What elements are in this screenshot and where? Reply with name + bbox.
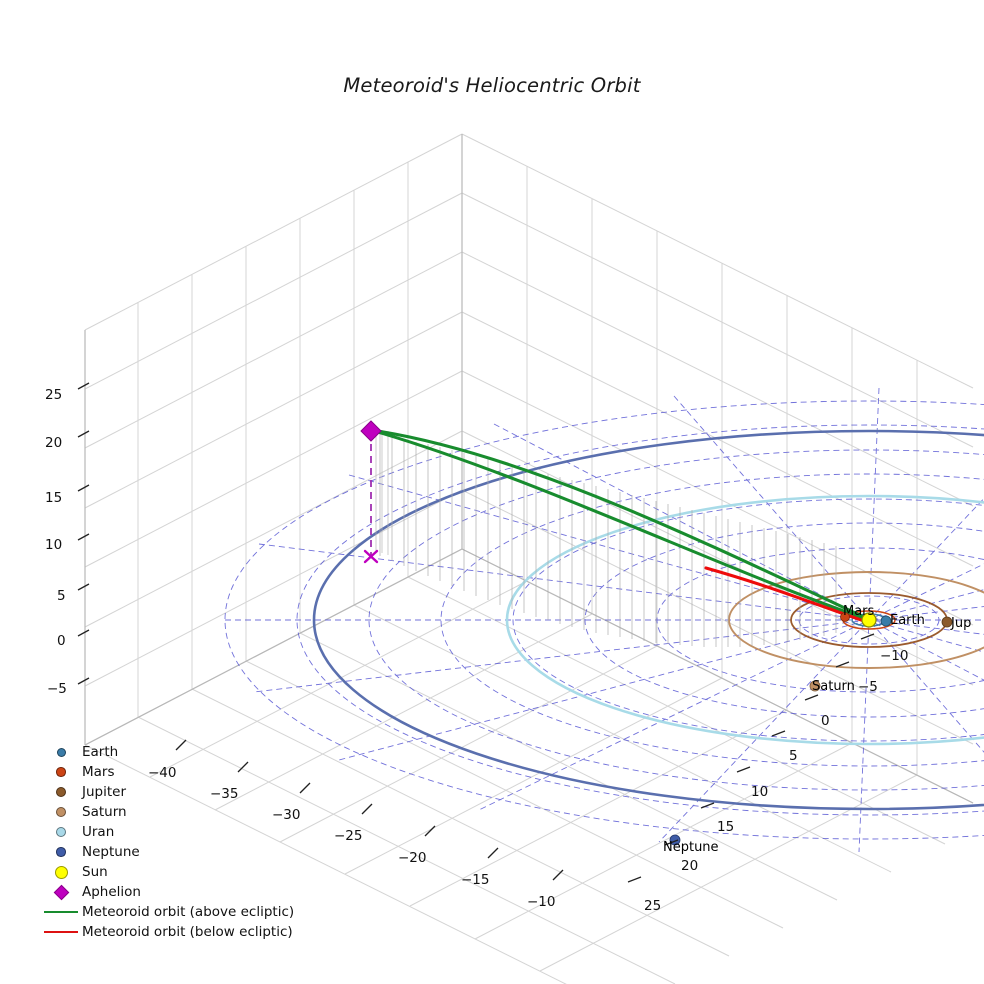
tick-marks bbox=[77, 382, 875, 883]
diamond-icon bbox=[53, 884, 69, 900]
meteoroid-orbit-above-ecliptic bbox=[369, 428, 868, 621]
legend-item-label: Sun bbox=[82, 864, 108, 880]
saturn-marker bbox=[809, 680, 821, 692]
x-tick-label: −25 bbox=[334, 828, 363, 844]
z-tick-label: 25 bbox=[45, 387, 63, 403]
orbit-uranus bbox=[505, 494, 984, 746]
earth-label: Earth bbox=[890, 613, 925, 628]
z-tick-label: 5 bbox=[57, 588, 66, 604]
neptune-label: Neptune bbox=[663, 840, 719, 855]
aphelion-marker bbox=[360, 420, 382, 442]
legend-item-label: Meteoroid orbit (above ecliptic) bbox=[82, 904, 295, 920]
z-tick-label: 0 bbox=[57, 633, 66, 649]
legend-item-jupiter[interactable]: Jupiter bbox=[40, 782, 302, 802]
legend-item-meteoroid-orbit-below-ecliptic[interactable]: Meteoroid orbit (below ecliptic) bbox=[40, 922, 302, 942]
x-tick-label: −30 bbox=[272, 807, 301, 823]
y-tick-label: 0 bbox=[821, 713, 830, 729]
legend-item-label: Aphelion bbox=[82, 884, 141, 900]
legend-item-aphelion[interactable]: Aphelion bbox=[40, 882, 302, 902]
legend-line-swatch bbox=[44, 911, 78, 913]
y-tick-label: −10 bbox=[880, 648, 909, 664]
orbit-saturn bbox=[728, 571, 984, 669]
z-tick-label: −5 bbox=[47, 681, 67, 697]
mars-marker bbox=[840, 612, 850, 622]
circle-marker-icon bbox=[56, 827, 66, 837]
circle-marker-icon bbox=[56, 767, 66, 777]
circle-marker-icon bbox=[56, 847, 66, 857]
y-tick-label: 10 bbox=[751, 784, 769, 800]
y-tick-label: −5 bbox=[858, 679, 878, 695]
z-tick-label: 15 bbox=[45, 490, 63, 506]
legend-item-saturn[interactable]: Saturn bbox=[40, 802, 302, 822]
aphelion-projection-marker bbox=[363, 549, 379, 564]
x-tick-label: −35 bbox=[210, 786, 239, 802]
jupiter-label: Jup bbox=[951, 616, 972, 631]
chart-title: Meteoroid's Heliocentric Orbit bbox=[343, 74, 641, 97]
axes-panes bbox=[84, 133, 974, 984]
mars-label: Mars bbox=[843, 604, 875, 619]
y-tick-label: 25 bbox=[644, 898, 662, 914]
earth-marker bbox=[880, 615, 892, 627]
x-tick-label: −15 bbox=[461, 872, 490, 888]
orbit-neptune bbox=[312, 429, 984, 811]
legend-item-sun[interactable]: Sun bbox=[40, 862, 302, 882]
legend-item-label: Earth bbox=[82, 744, 119, 760]
saturn-label: Saturn bbox=[812, 679, 855, 694]
axis-spines bbox=[84, 134, 974, 804]
legend-item-label: Uran bbox=[82, 824, 115, 840]
aphelion-stem-cluster bbox=[375, 430, 389, 555]
jupiter-marker bbox=[941, 616, 953, 628]
legend-item-uran[interactable]: Uran bbox=[40, 822, 302, 842]
legend-item-label: Jupiter bbox=[82, 784, 127, 800]
legend-item-label: Saturn bbox=[82, 804, 127, 820]
y-tick-label: 5 bbox=[789, 748, 798, 764]
legend-item-neptune[interactable]: Neptune bbox=[40, 842, 302, 862]
circle-marker-icon bbox=[56, 747, 66, 757]
legend-item-label: Neptune bbox=[82, 844, 140, 860]
x-tick-label: −40 bbox=[148, 765, 177, 781]
sun-marker bbox=[861, 612, 877, 628]
x-tick-label: −20 bbox=[398, 850, 427, 866]
orbit-projection-stems bbox=[379, 433, 837, 647]
legend-item-label: Mars bbox=[82, 764, 115, 780]
z-tick-label: 20 bbox=[45, 435, 63, 451]
legend-item-label: Meteoroid orbit (below ecliptic) bbox=[82, 924, 293, 940]
legend-item-mars[interactable]: Mars bbox=[40, 762, 302, 782]
y-tick-label: 20 bbox=[681, 858, 699, 874]
legend-item-earth[interactable]: Earth bbox=[40, 742, 302, 762]
circle-marker-icon bbox=[54, 865, 68, 879]
x-tick-label: −10 bbox=[527, 894, 556, 910]
pane-left-wall bbox=[84, 133, 463, 746]
legend: Earth Mars Jupiter Saturn Uran Neptune Sun Aphe… bbox=[40, 742, 302, 942]
legend-line-swatch bbox=[44, 931, 78, 933]
y-tick-label: 15 bbox=[717, 819, 735, 835]
legend-item-meteoroid-orbit-above-ecliptic[interactable]: Meteoroid orbit (above ecliptic) bbox=[40, 902, 302, 922]
circle-marker-icon bbox=[56, 787, 66, 797]
circle-marker-icon bbox=[56, 807, 66, 817]
z-tick-label: 10 bbox=[45, 537, 63, 553]
